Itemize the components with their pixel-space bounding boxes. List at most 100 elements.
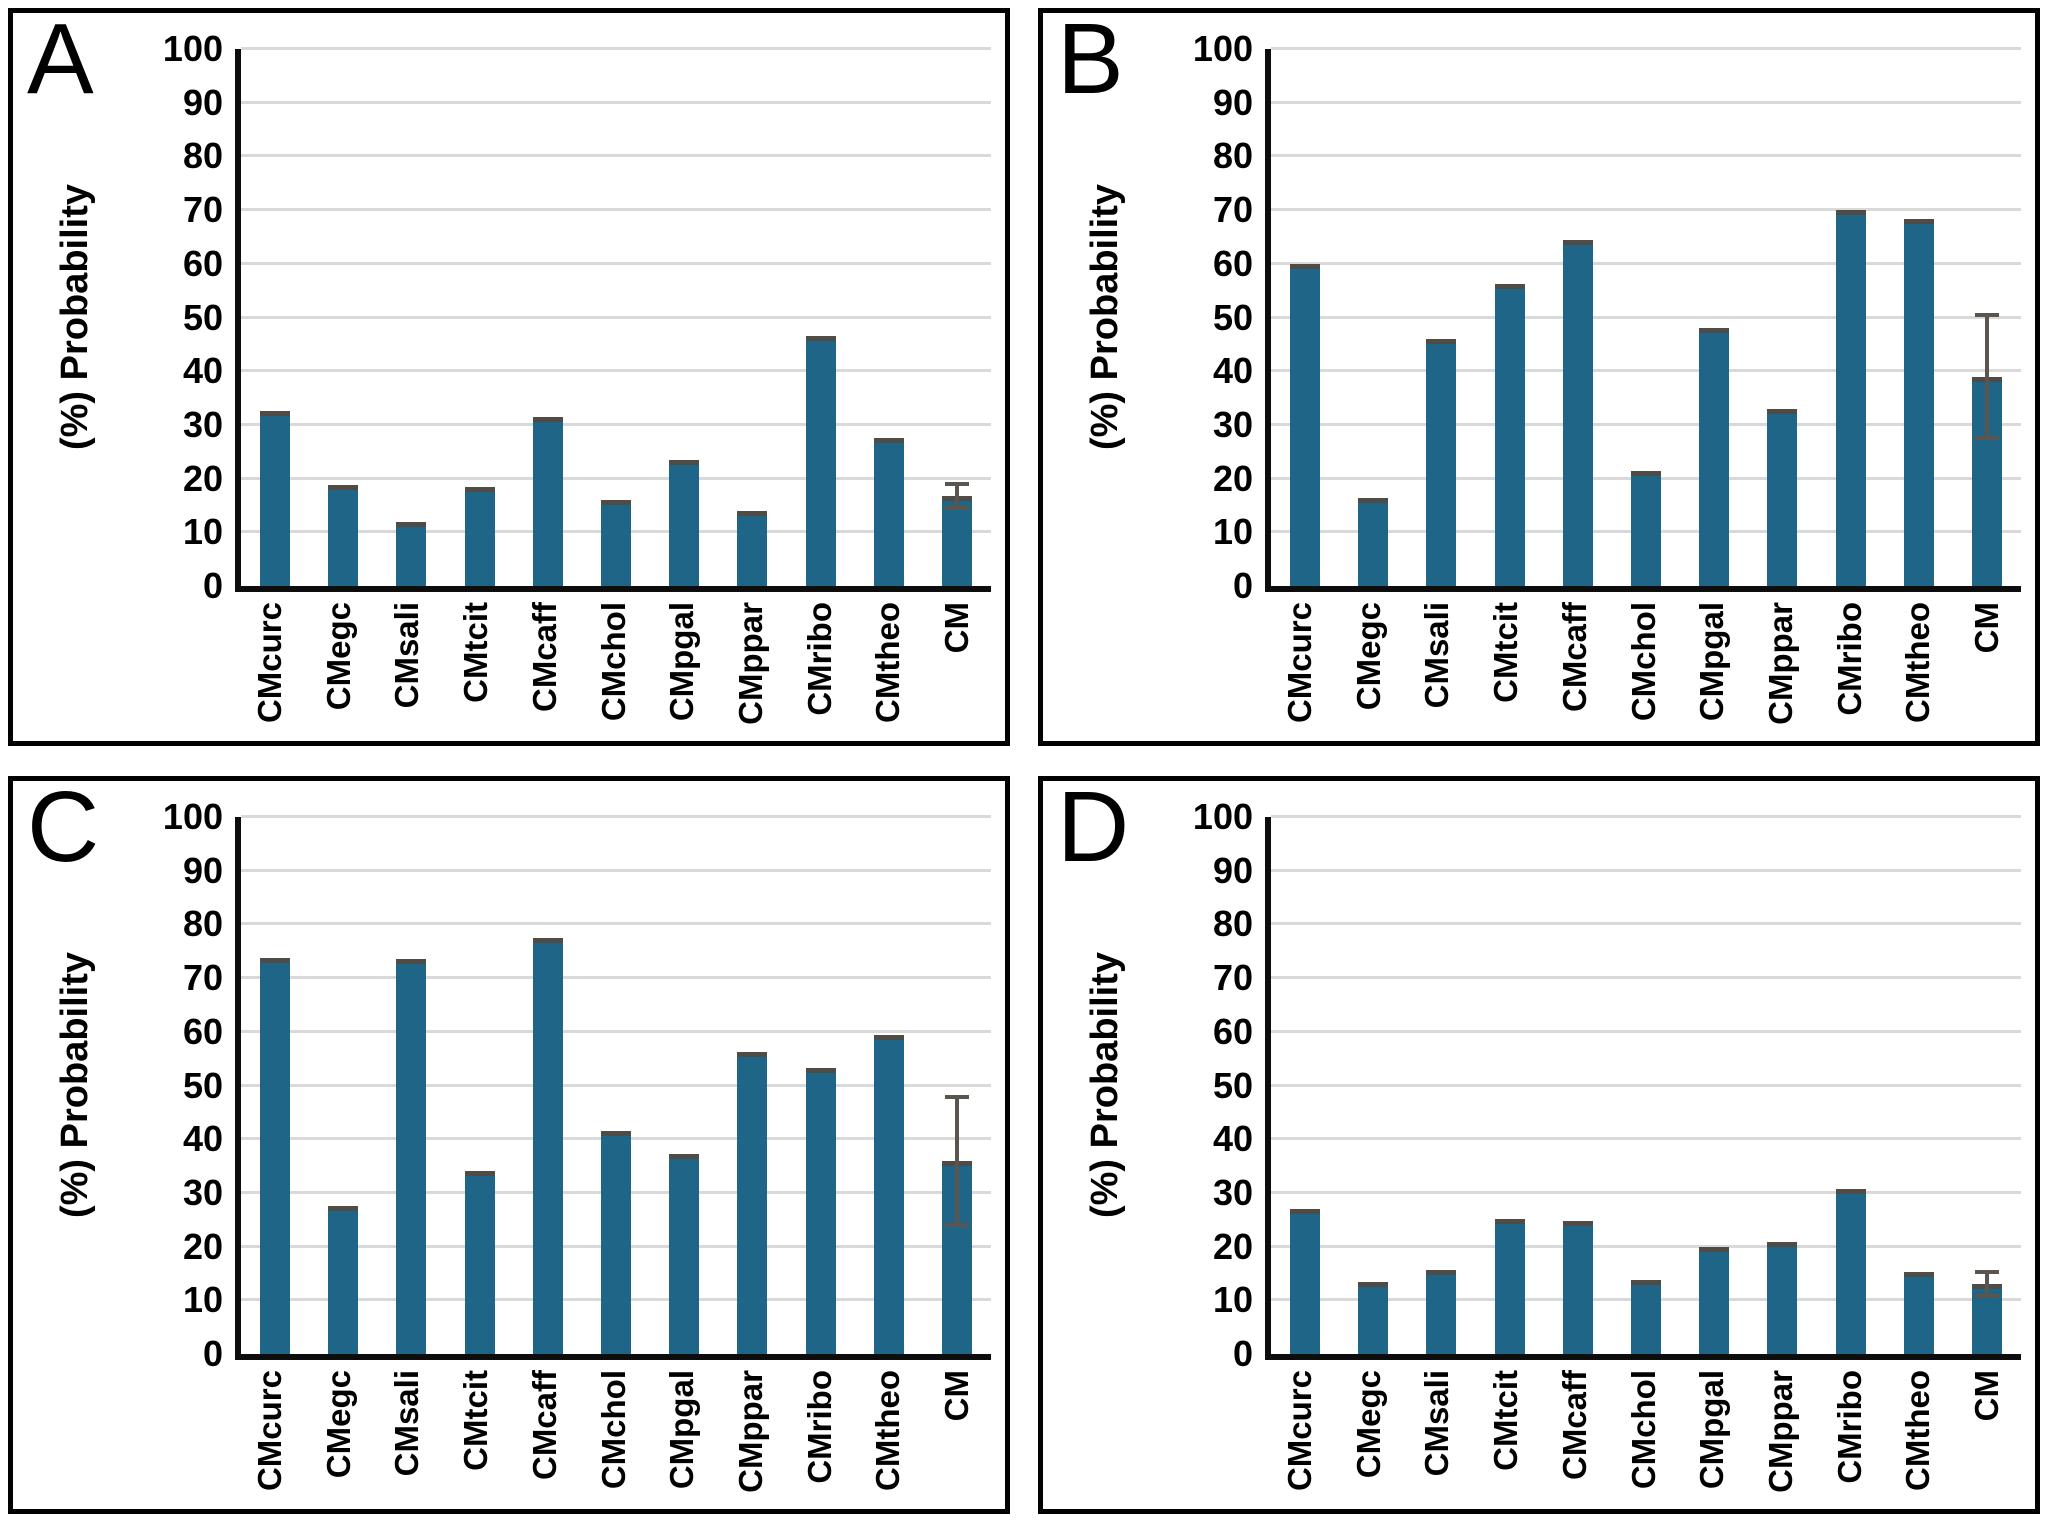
bar-CMcaff	[532, 937, 563, 1354]
x-label-slot: CMcaff	[510, 1370, 579, 1510]
bar-slot	[1544, 817, 1612, 1354]
x-tick-label: CMribo	[800, 1370, 838, 1484]
y-tick-label: 50	[1212, 1064, 1253, 1106]
x-axis-labels: CMcurc CMegc CMsali CMtcit CMcaff CMchol CMpga…	[1265, 1370, 2021, 1510]
gridline	[1271, 1083, 2021, 1087]
x-axis-labels: CMcurc CMegc CMsali CMtcit CMcaff CMchol CMpga…	[235, 1370, 991, 1510]
gridline	[1271, 1029, 2021, 1033]
bar-slot	[582, 817, 650, 1354]
error-bar	[954, 481, 959, 510]
bar-slot	[787, 817, 855, 1354]
gridline	[1271, 815, 2021, 818]
x-tick-label: CMcurc	[1280, 1370, 1318, 1492]
gridline	[241, 422, 991, 426]
gridline	[1271, 47, 2021, 50]
y-tick-label: 90	[182, 81, 223, 123]
x-tick-label: CMsali	[1418, 1370, 1456, 1477]
bar-CMpgal	[1699, 328, 1730, 586]
x-tick-label: CMtcit	[457, 1370, 495, 1471]
y-axis-ticks: 0 10 20 30 40 50 60 70 80 90 100	[13, 31, 223, 604]
bar-CMribo	[805, 336, 836, 586]
y-tick-label: 30	[182, 403, 223, 445]
x-label-slot: CMtcit	[441, 602, 510, 742]
gridline	[1271, 922, 2021, 926]
gridline	[1271, 154, 2021, 158]
bar-CMsali	[396, 521, 427, 586]
y-tick-label: 60	[182, 242, 223, 284]
x-tick-label: CMppar	[732, 602, 769, 725]
x-tick-label: CMppar	[1762, 1370, 1799, 1493]
x-tick-label: CMpgal	[663, 602, 701, 722]
bar-CMsali	[396, 958, 427, 1354]
panel-B: B (%) Probability 0 10 20 30 40 50 60 70 80 90 100…	[1038, 7, 2040, 746]
y-tick-label: 100	[162, 28, 223, 69]
y-tick-label: 20	[182, 457, 223, 499]
x-label-slot: CMcaff	[510, 602, 579, 742]
gridline	[241, 261, 991, 265]
bar-CMchol	[601, 1131, 632, 1354]
bar-slot	[923, 817, 991, 1354]
gridline	[1271, 1244, 2021, 1248]
bar-CMcaff	[1562, 239, 1593, 586]
gridline	[241, 154, 991, 158]
bar-CMpgal	[1699, 1247, 1730, 1354]
bar-CMtcit	[1494, 1219, 1525, 1354]
x-label-slot: CMegc	[304, 1370, 373, 1510]
bar-slot	[309, 817, 377, 1354]
error-bar	[1984, 1269, 1989, 1298]
bar-CMpgal	[669, 459, 700, 586]
y-tick-label: 60	[1212, 1010, 1253, 1052]
x-tick-label: CMcaff	[1555, 602, 1593, 713]
y-tick-label: 90	[1212, 849, 1253, 891]
gridline	[1271, 422, 2021, 426]
x-label-slot: CMpgal	[647, 1370, 716, 1510]
x-label-slot: CMsali	[372, 1370, 441, 1510]
y-tick-label: 40	[1212, 1118, 1253, 1160]
y-tick-label: 100	[1192, 796, 1253, 837]
y-tick-label: 30	[1212, 403, 1253, 445]
bar-CMtheo	[873, 438, 904, 586]
x-tick-label: CMcurc	[250, 602, 288, 724]
x-axis-labels: CMcurc CMegc CMsali CMtcit CMcaff CMchol CMpga…	[1265, 602, 2021, 742]
x-label-slot: CMribo	[785, 1370, 854, 1510]
bar-CMcaff	[532, 416, 563, 586]
y-tick-label: 0	[1232, 565, 1253, 606]
bar-CMppar	[737, 510, 768, 586]
x-tick-label: CMsali	[388, 602, 426, 709]
bar-CMpgal	[669, 1154, 700, 1354]
bar-slot	[377, 817, 445, 1354]
x-label-slot: CMppar	[716, 602, 785, 742]
bar-slot	[1680, 817, 1748, 1354]
gridline	[1271, 261, 2021, 265]
bar-slot	[1817, 817, 1885, 1354]
gridline	[1271, 976, 2021, 980]
bar-CMtcit	[464, 1171, 495, 1354]
bar-CMtheo	[1903, 1272, 1934, 1354]
plot-area	[1265, 815, 2021, 1360]
bar-CMtheo	[1903, 219, 1934, 586]
x-label-slot: CM	[1952, 602, 2021, 742]
x-tick-label: CMribo	[1830, 602, 1868, 716]
x-tick-label: CMegc	[319, 602, 357, 711]
y-tick-label: 40	[182, 1118, 223, 1160]
x-label-slot: CMppar	[1746, 1370, 1815, 1510]
error-bar	[954, 1094, 959, 1227]
x-tick-label: CMpgal	[663, 1370, 701, 1490]
y-tick-label: 30	[1212, 1171, 1253, 1213]
x-tick-label: CMppar	[732, 1370, 769, 1493]
y-tick-label: 70	[1212, 189, 1253, 231]
y-tick-label: 90	[182, 849, 223, 891]
bar-slot	[1612, 49, 1680, 586]
plot-area	[235, 47, 991, 592]
bar-slot	[1817, 49, 1885, 586]
bar-CM	[941, 495, 972, 586]
x-tick-label: CMchol	[1624, 602, 1662, 722]
panel-A: A (%) Probability 0 10 20 30 40 50 60 70 80 90 100…	[8, 7, 1010, 746]
x-label-slot: CMcurc	[1265, 1370, 1334, 1510]
x-label-slot: CMtheo	[1884, 602, 1953, 742]
bar-slot	[718, 49, 786, 586]
y-tick-label: 10	[1212, 1279, 1253, 1321]
bar-slot	[1544, 49, 1612, 586]
y-tick-label: 70	[182, 189, 223, 231]
x-label-slot: CMegc	[304, 602, 373, 742]
